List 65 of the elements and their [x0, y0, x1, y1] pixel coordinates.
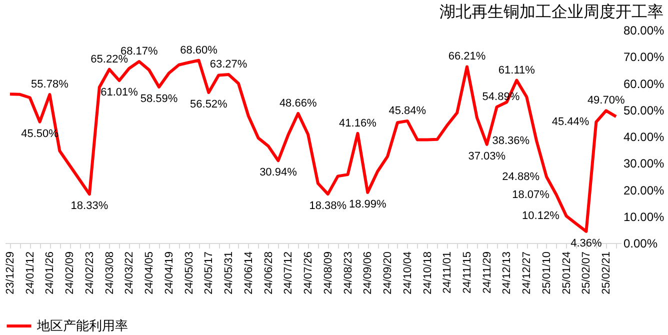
data-label: 45.44% [552, 116, 590, 128]
y-tick-label: 30.00% [624, 156, 665, 171]
x-tick-label: 23/12/29 [4, 252, 16, 294]
data-label: 38.36% [492, 134, 530, 147]
y-tick-label: 60.00% [624, 76, 665, 91]
x-tick-label: 24/04/19 [163, 252, 176, 294]
x-tick-label: 24/02/09 [64, 252, 76, 294]
x-tick-label: 24/10/04 [402, 252, 414, 294]
y-tick-label: 0.00% [624, 236, 658, 250]
y-tick-label: 70.00% [624, 50, 665, 64]
x-tick-label: 24/04/05 [144, 252, 156, 294]
data-label: 61.11% [498, 64, 536, 76]
x-tick-label: 24/11/01 [442, 252, 454, 294]
data-label: 58.59% [140, 93, 178, 106]
x-tick-label: 24/05/17 [203, 252, 216, 294]
x-tick-label: 24/12/27 [521, 252, 534, 294]
x-tick-label: 24/12/13 [501, 252, 514, 294]
x-tick-label: 24/08/09 [322, 252, 334, 294]
x-tick-label: 24/11/15 [462, 252, 474, 294]
y-tick-label: 80.00% [624, 24, 665, 38]
legend-label: 地区产能利用率 [36, 318, 128, 333]
x-tick-label: 24/10/18 [422, 252, 434, 294]
data-label: 18.99% [348, 198, 387, 210]
data-label: 24.88% [502, 170, 540, 183]
data-label: 66.21% [448, 50, 486, 63]
x-tick-label: 24/01/12 [24, 252, 36, 294]
x-tick-label: 24/07/26 [302, 252, 315, 294]
x-tick-label: 24/03/08 [104, 252, 116, 294]
x-tick-label: 25/01/24 [560, 252, 573, 294]
x-tick-label: 24/09/20 [382, 252, 394, 294]
data-label: 41.16% [339, 117, 377, 130]
data-label: 61.01% [100, 86, 138, 99]
x-tick-label: 24/06/28 [262, 252, 275, 294]
data-label: 49.70% [587, 94, 625, 107]
y-tick-label: 50.00% [624, 103, 665, 118]
x-tick-label: 25/01/10 [540, 252, 553, 294]
data-label: 4.36% [570, 237, 602, 250]
data-label: 10.12% [522, 210, 560, 222]
data-label: 63.27% [210, 58, 248, 71]
y-tick-label: 20.00% [624, 183, 665, 198]
x-tick-label: 24/11/29 [481, 252, 494, 294]
x-tick-label: 24/07/12 [282, 252, 295, 294]
x-tick-label: 24/01/26 [44, 252, 56, 294]
x-tick-label: 24/02/23 [84, 252, 96, 294]
data-label: 55.78% [31, 78, 69, 90]
x-tick-label: 25/02/07 [580, 252, 593, 294]
data-label: 56.52% [190, 98, 228, 111]
chart-title: 湖北再生铜加工企业周度开工率 [440, 3, 664, 21]
data-label: 18.33% [70, 200, 108, 212]
data-label: 18.38% [309, 200, 347, 212]
x-tick-label: 24/06/14 [242, 252, 255, 294]
x-tick-label: 24/03/22 [124, 252, 136, 294]
data-label: 30.94% [260, 166, 298, 179]
y-tick-label: 40.00% [624, 130, 665, 144]
y-tick-label: 10.00% [624, 210, 665, 224]
x-tick-label: 24/05/03 [183, 252, 196, 294]
data-label: 68.60% [180, 44, 218, 56]
data-label: 48.66% [279, 97, 317, 110]
x-tick-label: 24/05/31 [223, 252, 236, 294]
x-tick-label: 24/09/06 [362, 252, 374, 294]
data-label: 18.07% [512, 188, 550, 201]
data-label: 45.84% [388, 104, 426, 117]
x-tick-label: 24/08/23 [342, 252, 354, 294]
data-label: 37.03% [468, 150, 506, 162]
x-tick-label: 25/02/21 [600, 252, 613, 294]
